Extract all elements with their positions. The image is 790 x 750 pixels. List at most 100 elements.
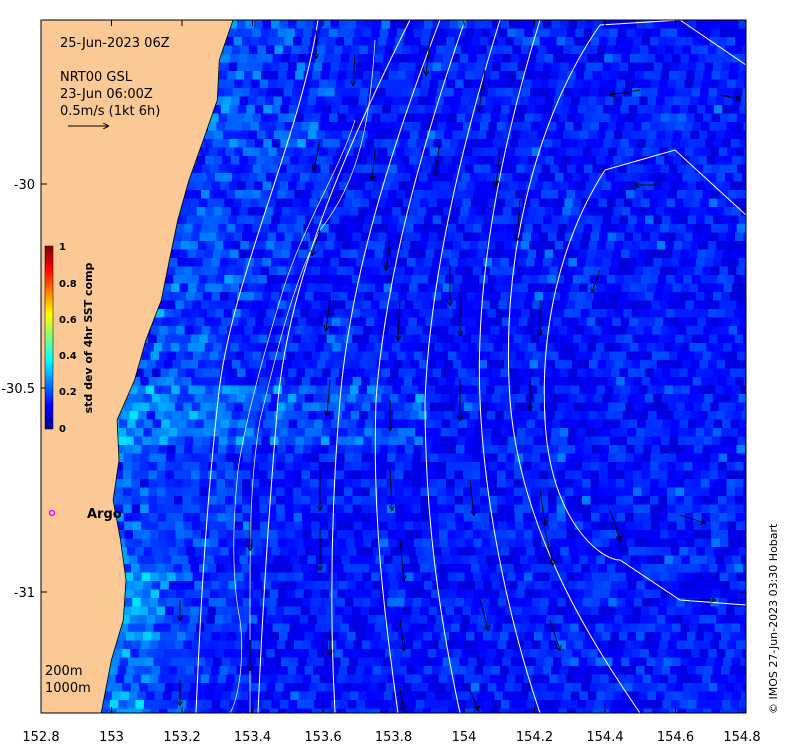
heatmap-cell — [133, 538, 143, 548]
heatmap-cell — [628, 20, 637, 29]
heatmap-cell — [582, 496, 591, 505]
heatmap-cell — [714, 249, 724, 259]
heatmap-cell — [406, 258, 416, 267]
heatmap-cell — [320, 113, 330, 123]
heatmap-cell — [531, 37, 541, 46]
heatmap-cell — [685, 445, 695, 454]
heatmap-cell — [532, 28, 542, 38]
heatmap-cell — [225, 504, 235, 514]
heatmap-cell — [347, 581, 357, 590]
heatmap-cell — [549, 266, 559, 276]
heatmap-cell — [334, 173, 343, 182]
heatmap-cell — [622, 411, 632, 420]
heatmap-cell — [334, 88, 344, 97]
heatmap-cell — [173, 275, 183, 284]
heatmap-cell — [174, 470, 183, 480]
heatmap-cell — [414, 436, 424, 446]
heatmap-cell — [632, 334, 642, 344]
heatmap-cell — [552, 105, 562, 114]
heatmap-cell — [220, 62, 230, 72]
heatmap-cell — [430, 266, 440, 276]
heatmap-cell — [239, 207, 249, 216]
heatmap-cell — [424, 292, 433, 301]
heatmap-cell — [290, 555, 300, 565]
heatmap-cell — [244, 164, 254, 174]
heatmap-cell — [585, 20, 595, 29]
heatmap-cell — [242, 37, 252, 46]
heatmap-cell — [137, 385, 147, 395]
heatmap-cell — [324, 555, 334, 565]
heatmap-cell — [699, 45, 709, 55]
heatmap-cell — [337, 326, 347, 335]
heatmap-cell — [551, 20, 561, 29]
heatmap-cell — [395, 598, 405, 607]
heatmap-cell — [394, 88, 404, 97]
heatmap-cell — [313, 215, 323, 225]
heatmap-cell — [290, 130, 300, 140]
heatmap-cell — [325, 241, 335, 250]
heatmap-cell — [256, 555, 266, 565]
heatmap-cell — [432, 292, 442, 301]
heatmap-cell — [721, 215, 731, 225]
heatmap-cell — [314, 419, 324, 429]
heatmap-cell — [296, 258, 306, 267]
heatmap-cell — [472, 453, 482, 463]
heatmap-cell — [396, 224, 406, 233]
heatmap-cell — [553, 343, 563, 352]
heatmap-cell — [699, 360, 709, 369]
heatmap-cell — [633, 470, 642, 480]
heatmap-cell — [641, 37, 651, 46]
heatmap-cell — [397, 326, 407, 335]
heatmap-cell — [479, 334, 489, 344]
heatmap-cell — [361, 487, 370, 497]
heatmap-cell — [446, 462, 455, 471]
heatmap-cell — [582, 487, 591, 497]
heatmap-cell — [539, 487, 549, 497]
heatmap-cell — [182, 377, 192, 386]
heatmap-cell — [263, 105, 273, 114]
heatmap-cell — [457, 258, 467, 267]
heatmap-cell — [148, 606, 157, 616]
heatmap-cell — [660, 71, 670, 80]
heatmap-cell — [221, 54, 231, 63]
heatmap-cell — [619, 215, 629, 225]
heatmap-cell — [319, 147, 329, 157]
heatmap-cell — [324, 156, 334, 165]
heatmap-cell — [560, 292, 569, 301]
heatmap-cell — [223, 241, 233, 250]
heatmap-cell — [743, 37, 746, 46]
heatmap-cell — [472, 598, 482, 607]
heatmap-cell — [616, 513, 626, 522]
heatmap-cell — [526, 20, 535, 29]
heatmap-cell — [414, 326, 424, 335]
heatmap-cell — [659, 300, 669, 310]
heatmap-cell — [534, 547, 544, 556]
heatmap-cell — [505, 232, 515, 242]
heatmap-cell — [489, 79, 499, 89]
heatmap-cell — [738, 547, 746, 556]
heatmap-cell — [614, 309, 624, 318]
heatmap-cell — [405, 71, 415, 80]
heatmap-cell — [306, 343, 316, 352]
heatmap-cell — [211, 258, 221, 267]
heatmap-cell — [292, 564, 302, 573]
heatmap-cell — [660, 572, 670, 582]
heatmap-cell — [397, 113, 407, 123]
heatmap-cell — [305, 292, 314, 301]
heatmap-cell — [674, 173, 683, 182]
heatmap-cell — [332, 207, 342, 216]
heatmap-cell — [203, 368, 213, 378]
heatmap-cell — [549, 530, 559, 539]
heatmap-cell — [212, 317, 222, 327]
heatmap-cell — [327, 504, 337, 514]
heatmap-cell — [565, 470, 574, 480]
heatmap-cell — [394, 198, 404, 208]
heatmap-cell — [350, 130, 360, 140]
heatmap-cell — [293, 37, 303, 46]
heatmap-cell — [509, 547, 519, 556]
heatmap-cell — [369, 487, 379, 497]
heatmap-cell — [661, 428, 671, 437]
heatmap-cell — [427, 241, 437, 250]
heatmap-cell — [708, 275, 718, 284]
heatmap-cell — [263, 419, 273, 429]
